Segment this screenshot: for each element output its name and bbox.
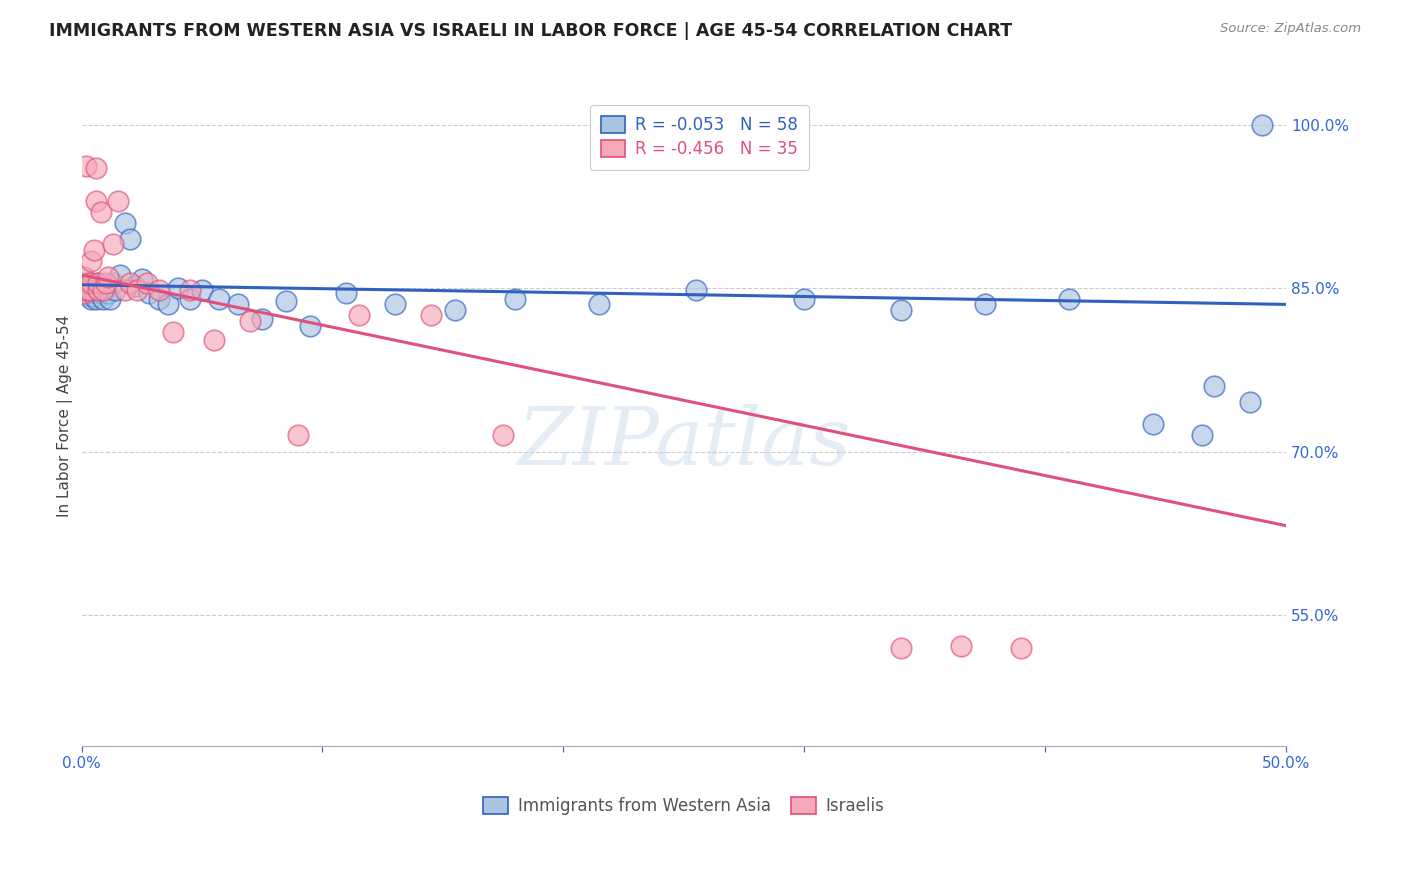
Point	[87, 283, 110, 297]
Point	[419, 308, 441, 322]
Point	[84, 194, 107, 208]
Point	[1142, 417, 1164, 432]
Point	[84, 161, 107, 175]
Point	[97, 286, 120, 301]
Point	[1239, 395, 1261, 409]
Point	[124, 278, 146, 293]
Point	[167, 281, 190, 295]
Point	[91, 292, 114, 306]
Point	[114, 216, 136, 230]
Legend: Immigrants from Western Asia, Israelis: Immigrants from Western Asia, Israelis	[477, 790, 891, 822]
Point	[347, 308, 370, 322]
Text: IMMIGRANTS FROM WESTERN ASIA VS ISRAELI IN LABOR FORCE | AGE 45-54 CORRELATION C: IMMIGRANTS FROM WESTERN ASIA VS ISRAELI …	[49, 22, 1012, 40]
Point	[75, 283, 97, 297]
Point	[80, 281, 103, 295]
Point	[84, 286, 107, 301]
Point	[84, 281, 107, 295]
Point	[162, 325, 184, 339]
Point	[83, 278, 105, 293]
Point	[135, 276, 157, 290]
Point	[793, 292, 815, 306]
Point	[114, 283, 136, 297]
Point	[949, 639, 972, 653]
Point	[226, 297, 249, 311]
Point	[287, 428, 309, 442]
Point	[685, 283, 707, 297]
Point	[191, 283, 214, 297]
Point	[87, 276, 110, 290]
Point	[77, 288, 100, 302]
Point	[148, 283, 170, 297]
Point	[80, 292, 103, 306]
Point	[90, 286, 112, 301]
Point	[77, 276, 100, 290]
Point	[83, 283, 105, 297]
Point	[1191, 428, 1213, 442]
Point	[91, 283, 114, 297]
Point	[492, 428, 515, 442]
Point	[83, 288, 105, 302]
Point	[889, 302, 911, 317]
Point	[84, 292, 107, 306]
Point	[1202, 379, 1225, 393]
Point	[80, 286, 103, 301]
Point	[444, 302, 467, 317]
Y-axis label: In Labor Force | Age 45-54: In Labor Force | Age 45-54	[58, 315, 73, 517]
Point	[889, 640, 911, 655]
Point	[384, 297, 406, 311]
Point	[1010, 640, 1032, 655]
Point	[276, 294, 298, 309]
Point	[101, 237, 124, 252]
Point	[148, 292, 170, 306]
Point	[77, 286, 100, 301]
Point	[80, 253, 103, 268]
Point	[138, 286, 160, 301]
Point	[131, 272, 153, 286]
Point	[80, 276, 103, 290]
Point	[97, 270, 120, 285]
Text: Source: ZipAtlas.com: Source: ZipAtlas.com	[1220, 22, 1361, 36]
Point	[503, 292, 526, 306]
Point	[104, 283, 127, 297]
Point	[73, 270, 96, 285]
Point	[179, 283, 201, 297]
Text: ZIPatlas: ZIPatlas	[517, 404, 851, 482]
Point	[208, 292, 231, 306]
Point	[973, 297, 995, 311]
Point	[1250, 118, 1272, 132]
Point	[125, 283, 148, 297]
Point	[75, 276, 97, 290]
Point	[90, 204, 112, 219]
Point	[335, 286, 357, 301]
Point	[77, 283, 100, 297]
Point	[179, 292, 201, 306]
Point	[91, 283, 114, 297]
Point	[83, 243, 105, 257]
Point	[157, 297, 180, 311]
Point	[75, 283, 97, 297]
Point	[299, 319, 322, 334]
Point	[202, 334, 225, 348]
Point	[87, 276, 110, 290]
Point	[588, 297, 610, 311]
Point	[1057, 292, 1080, 306]
Point	[250, 311, 273, 326]
Point	[101, 276, 124, 290]
Point	[87, 283, 110, 297]
Point	[77, 281, 100, 295]
Point	[118, 232, 141, 246]
Point	[94, 281, 117, 295]
Point	[73, 286, 96, 301]
Point	[107, 194, 129, 208]
Point	[108, 268, 131, 282]
Point	[239, 314, 262, 328]
Point	[94, 276, 117, 290]
Point	[75, 159, 97, 173]
Point	[73, 286, 96, 301]
Point	[90, 278, 112, 293]
Point	[100, 292, 122, 306]
Point	[118, 276, 141, 290]
Point	[73, 278, 96, 293]
